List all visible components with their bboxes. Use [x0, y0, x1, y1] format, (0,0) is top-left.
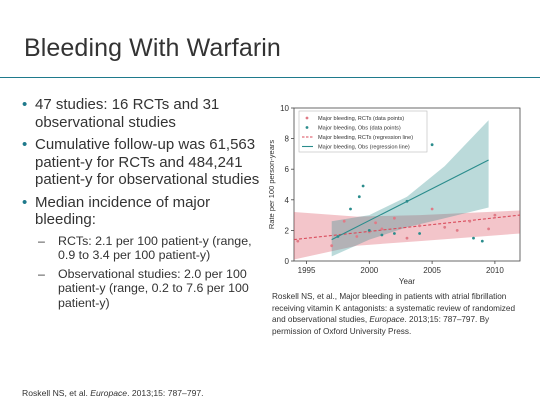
data-point-1-2	[357, 195, 361, 199]
bullet-text: Median incidence of major bleeding:	[35, 193, 211, 229]
data-point-1-11	[480, 239, 484, 243]
y-tick-label: 0	[285, 257, 290, 266]
data-point-0-14	[487, 227, 490, 231]
data-point-0-9	[418, 224, 421, 228]
x-tick-label: 2000	[360, 266, 378, 275]
data-point-0-1	[330, 244, 334, 248]
caption-text: Roskell NS, et al., Major bleeding in pa…	[272, 292, 516, 324]
y-tick-label: 2	[285, 226, 290, 235]
sub-bullet-item: – RCTs: 2.1 per 100 patient-y (range, 0.…	[22, 234, 260, 263]
x-axis-label: Year	[399, 277, 416, 286]
bullet-dot-icon: •	[22, 136, 28, 153]
data-point-0-10	[430, 207, 434, 211]
data-point-1-10	[472, 236, 475, 240]
dash-icon: –	[38, 266, 45, 281]
data-point-0-2	[342, 219, 346, 223]
bullet-list: • 47 studies: 16 RCTs and 31 observation…	[22, 96, 260, 314]
bullet-item: • 47 studies: 16 RCTs and 31 observation…	[22, 96, 260, 131]
legend-label: Major bleeding, RCTs (data points)	[318, 116, 404, 122]
footer-text: Roskell NS, et al.	[22, 388, 91, 398]
x-tick-label: 2010	[486, 266, 504, 275]
caption-text-end: . 2013;15: 787–797. By permission of Oxf…	[272, 315, 490, 336]
confidence-band-2	[294, 210, 520, 260]
legend-label: Major bleeding, Obs (data points)	[318, 126, 401, 132]
bullet-item: • Median incidence of major bleeding:	[22, 194, 260, 229]
legend-label: Major bleeding, RCTs (regression line)	[318, 135, 413, 141]
bullet-item: • Cumulative follow-up was 61,563 patien…	[22, 136, 260, 189]
y-tick-label: 8	[285, 135, 290, 144]
footer-reference: Roskell NS, et al. Europace. 2013;15: 78…	[22, 388, 204, 398]
y-tick-label: 10	[280, 104, 289, 113]
dash-icon: –	[38, 233, 45, 248]
confidence-band-3	[331, 120, 489, 257]
bullet-text: 47 studies: 16 RCTs and 31 observational…	[35, 96, 220, 131]
sub-bullet-item: – Observational studies: 2.0 per 100 pat…	[22, 267, 260, 311]
regression-line-3	[331, 159, 489, 241]
title-divider	[0, 77, 540, 78]
bullet-text: Cumulative follow-up was 61,563 patient-…	[35, 136, 260, 188]
legend-marker	[305, 116, 309, 120]
legend-box	[298, 110, 428, 153]
footer-journal: Europace	[90, 388, 128, 398]
data-point-1-7	[405, 199, 409, 203]
data-point-0-12	[455, 229, 459, 232]
data-point-0-5	[374, 221, 377, 225]
data-point-1-4	[367, 229, 371, 232]
data-point-0-8	[405, 236, 409, 240]
y-tick-label: 4	[285, 196, 290, 205]
bullet-dot-icon: •	[22, 193, 28, 211]
data-point-1-3	[361, 184, 365, 188]
data-point-0-13	[468, 219, 472, 223]
regression-line-2	[293, 214, 521, 241]
y-axis-label: Rate per 100 person-years	[267, 140, 276, 229]
legend-label: Major bleeding, Obs (regression line)	[318, 145, 410, 151]
footer-text-end: . 2013;15: 787–797.	[127, 388, 204, 398]
data-point-1-8	[418, 232, 421, 235]
bullet-dot-icon: •	[22, 96, 28, 113]
data-point-1-1	[349, 207, 352, 211]
sub-bullet-text: RCTs: 2.1 per 100 patient-y (range, 0.9 …	[58, 233, 252, 263]
data-point-0-15	[493, 213, 497, 217]
legend-marker	[305, 126, 309, 129]
data-point-0-7	[393, 216, 396, 220]
data-point-0-6	[380, 227, 384, 231]
y-tick-label: 6	[285, 165, 290, 174]
slide-title: Bleeding With Warfarin	[24, 34, 281, 62]
data-point-0-0	[296, 239, 300, 243]
caption-journal: Europace	[369, 315, 405, 324]
data-point-1-0	[336, 235, 340, 238]
data-point-0-11	[443, 225, 447, 229]
bleeding-rate-chart: 1995 2000 2005 2010 0 2 4 6 8 10 Year Rate per 100 …	[267, 104, 521, 286]
data-point-1-6	[393, 232, 396, 235]
sub-bullet-text: Observational studies: 2.0 per 100 patie…	[58, 266, 249, 310]
data-point-1-5	[380, 233, 384, 237]
data-point-0-3	[355, 235, 359, 238]
x-tick-label: 1995	[298, 266, 316, 275]
x-tick-label: 2005	[423, 266, 441, 275]
figure-caption: Roskell NS, et al., Major bleeding in pa…	[272, 291, 527, 337]
data-point-1-9	[430, 143, 434, 147]
